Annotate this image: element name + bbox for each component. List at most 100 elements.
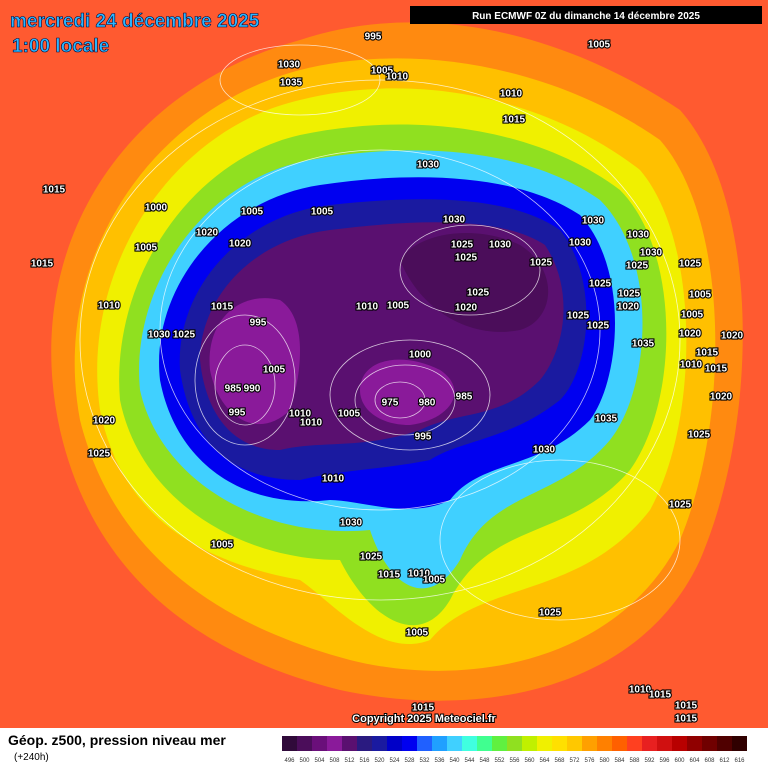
pressure-label: 1020	[679, 329, 702, 340]
pressure-label: 1010	[356, 302, 379, 313]
pressure-label: 1000	[145, 203, 168, 214]
colorbar-label: 536	[434, 758, 445, 764]
pressure-label: 1010	[680, 360, 703, 371]
pressure-label: 1005	[689, 290, 712, 301]
colorbar-cell	[447, 736, 462, 751]
pressure-label: 1015	[211, 302, 234, 313]
pressure-label: 1020	[196, 228, 219, 239]
pressure-label: 1015	[675, 701, 698, 712]
pressure-label: 1025	[688, 430, 711, 441]
pressure-label: 1020	[229, 239, 252, 250]
colorbar-cell	[477, 736, 492, 751]
colorbar-label: 572	[569, 758, 580, 764]
pressure-label: 1015	[649, 690, 672, 701]
pressure-label: 1025	[467, 288, 490, 299]
pressure-label: 1025	[618, 289, 641, 300]
pressure-label: 1030	[582, 216, 605, 227]
pressure-label: 1005	[241, 207, 264, 218]
colorbar-label: 544	[464, 758, 475, 764]
colorbar-label: 500	[299, 758, 310, 764]
colorbar-label: 600	[674, 758, 685, 764]
pressure-label: 1005	[387, 301, 410, 312]
colorbar-cell	[702, 736, 717, 751]
date-label: mercredi 24 décembre 2025	[10, 11, 260, 32]
pressure-label: 1015	[675, 714, 698, 725]
pressure-label: 1010	[289, 409, 312, 420]
colorbar-cell	[492, 736, 507, 751]
pressure-label: 1000	[409, 350, 432, 361]
pressure-label: 1025	[589, 279, 612, 290]
pressure-label: 1005	[681, 310, 704, 321]
pressure-label: 1020	[455, 303, 478, 314]
pressure-label: 1010	[300, 418, 323, 429]
pressure-label: 1030	[640, 248, 663, 259]
colorbar-label: 576	[584, 758, 595, 764]
run-label: Run ECMWF 0Z du dimanche 14 décembre 202…	[472, 11, 700, 22]
colorbar-label: 556	[509, 758, 520, 764]
colorbar-cell	[672, 736, 687, 751]
pressure-label: 1020	[721, 331, 744, 342]
pressure-label: 1005	[311, 207, 334, 218]
pressure-label: 1025	[173, 330, 196, 341]
colorbar-label: 560	[524, 758, 535, 764]
colorbar-label: 496	[284, 758, 295, 764]
colorbar-cell	[507, 736, 522, 751]
pressure-label: 1030	[569, 238, 592, 249]
pressure-label: 1025	[539, 608, 562, 619]
colorbar-cell	[402, 736, 417, 751]
colorbar-cell	[642, 736, 657, 751]
colorbar-cell	[612, 736, 627, 751]
pressure-label: 1030	[417, 160, 440, 171]
pressure-label: 1005	[371, 66, 394, 77]
pressure-label: 1005	[588, 40, 611, 51]
colorbar-label: 604	[689, 758, 700, 764]
pressure-label: 1030	[443, 215, 466, 226]
pressure-label: 995	[415, 432, 432, 443]
pressure-label: 1025	[360, 552, 383, 563]
colorbar-cell	[717, 736, 732, 751]
colorbar-cell	[312, 736, 327, 751]
colorbar-label: 516	[359, 758, 370, 764]
pressure-label: 1025	[679, 259, 702, 270]
colorbar-label: 508	[329, 758, 340, 764]
pressure-label: 1025	[455, 253, 478, 264]
pressure-label: 1010	[322, 474, 345, 485]
colorbar-label: 512	[344, 758, 355, 764]
footer-lead: (+240h)	[14, 752, 49, 763]
pressure-label: 1030	[627, 230, 650, 241]
colorbar-label: 564	[539, 758, 550, 764]
pressure-label: 1020	[93, 416, 116, 427]
colorbar-cell	[732, 736, 747, 751]
pressure-label: 975	[382, 398, 399, 409]
pressure-label: 1025	[587, 321, 610, 332]
colorbar-cell	[657, 736, 672, 751]
colorbar-label: 580	[599, 758, 610, 764]
colorbar: 496 500 504 508 512 516 520 524 528 532 536 540 544 5…	[282, 736, 747, 764]
pressure-label: 1025	[451, 240, 474, 251]
footer-title: Géop. z500, pression niveau mer	[8, 732, 226, 748]
colorbar-label: 584	[614, 758, 625, 764]
pressure-label: 1025	[669, 500, 692, 511]
colorbar-label: 520	[374, 758, 385, 764]
pressure-label: 1030	[533, 445, 556, 456]
pressure-label: 1005	[338, 409, 361, 420]
pressure-label: 1010	[408, 569, 431, 580]
colorbar-label: 612	[719, 758, 730, 764]
pressure-labels: 9951005103010051010103510101015103010151…	[30, 31, 745, 726]
pressure-label: 1005	[423, 575, 446, 586]
colorbar-cell	[462, 736, 477, 751]
pressure-label: 1010	[629, 685, 652, 696]
pressure-label: 980	[419, 398, 436, 409]
colorbar-label: 596	[659, 758, 670, 764]
colorbar-cell	[552, 736, 567, 751]
pressure-label: 1005	[406, 628, 429, 639]
colorbar-label: 532	[419, 758, 430, 764]
pressure-label: 1025	[88, 449, 111, 460]
pressure-label: 1030	[148, 330, 171, 341]
colorbar-label: 588	[629, 758, 640, 764]
pressure-label: 1005	[263, 365, 286, 376]
colorbar-cell	[357, 736, 372, 751]
pressure-label: 1015	[503, 115, 526, 126]
pressure-label: 1035	[280, 78, 303, 89]
